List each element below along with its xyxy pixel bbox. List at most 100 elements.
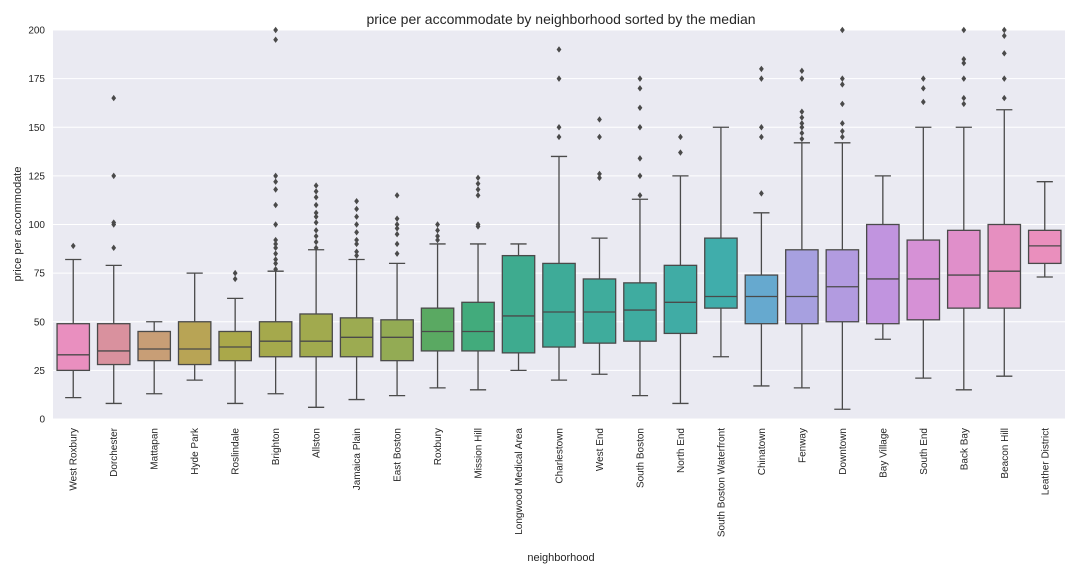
outlier-point	[70, 242, 76, 250]
outlier-point	[435, 232, 440, 240]
x-tick-label: Beacon Hill	[1000, 428, 1011, 479]
box-group	[865, 175, 900, 340]
x-tick-label: South Boston	[635, 428, 646, 488]
outlier-point	[354, 197, 359, 205]
x-tick-label: West Roxbury	[69, 428, 80, 491]
outlier-point	[313, 244, 319, 252]
boxes	[56, 26, 1062, 410]
outlier-point	[313, 219, 319, 226]
y-axis-title: price per accommodate	[12, 167, 24, 282]
outlier-point	[637, 104, 643, 111]
outlier-point	[111, 244, 117, 252]
outlier-point	[556, 124, 562, 131]
outlier-point	[394, 240, 400, 248]
outlier-point	[394, 231, 400, 238]
y-tick-label: 75	[34, 269, 46, 280]
box-group	[785, 67, 819, 389]
outlier-point	[839, 127, 845, 135]
outlier-point	[799, 67, 805, 75]
box-group	[704, 126, 738, 358]
outlier-point	[556, 133, 562, 141]
outlier-point	[799, 124, 805, 131]
x-axis-ticks: West Roxbury Dorchester Mattapan Hyde Park R…	[69, 427, 1052, 537]
outlier-point	[920, 75, 926, 82]
outlier-point	[394, 250, 400, 257]
outlier-point	[799, 114, 805, 121]
outlier-point	[678, 133, 683, 141]
iqr-box	[258, 321, 293, 358]
outlier-point	[759, 75, 764, 82]
x-tick-label: Charlestown	[555, 428, 566, 484]
iqr-box	[865, 223, 900, 325]
outlier-point	[435, 236, 440, 244]
x-tick-label: Chinatown	[757, 428, 768, 475]
iqr-box	[946, 229, 981, 309]
outlier-point	[435, 221, 440, 228]
outlier-point	[961, 26, 967, 34]
outlier-point	[759, 65, 764, 73]
outlier-point	[354, 236, 359, 244]
outlier-point	[435, 227, 440, 234]
x-tick-label: Leather District	[1040, 428, 1051, 495]
outlier-point	[313, 194, 319, 201]
box-group	[420, 221, 455, 389]
x-tick-label: Fenway	[797, 428, 808, 463]
box-group	[56, 242, 91, 399]
y-tick-label: 125	[28, 171, 45, 182]
iqr-box	[218, 330, 253, 362]
x-tick-label: West End	[595, 428, 606, 471]
outlier-point	[232, 269, 238, 277]
box-group	[663, 133, 698, 405]
y-tick-label: 25	[34, 366, 46, 377]
outlier-point	[354, 248, 359, 255]
outlier-point	[839, 26, 845, 34]
iqr-box	[96, 323, 131, 366]
iqr-box	[582, 278, 617, 344]
chart-title: price per accommodate by neighborhood so…	[366, 11, 755, 27]
outlier-point	[273, 236, 279, 244]
box-group	[946, 26, 981, 391]
x-tick-label: Longwood Medical Area	[514, 428, 525, 535]
box-group	[1027, 181, 1062, 278]
outlier-point	[111, 172, 117, 180]
outlier-point	[273, 266, 279, 273]
x-tick-label: Downtown	[838, 428, 849, 475]
box-group	[461, 174, 495, 391]
iqr-box	[137, 330, 172, 362]
iqr-box	[542, 262, 576, 348]
iqr-box	[623, 282, 657, 342]
box-group	[339, 197, 374, 401]
outlier-point	[637, 124, 643, 131]
iqr-box	[987, 223, 1022, 309]
outlier-point	[1001, 32, 1007, 40]
x-tick-label: East Boston	[393, 428, 404, 482]
outlier-point	[273, 36, 279, 43]
box-group	[299, 182, 333, 408]
x-tick-label: Bay Village	[878, 428, 889, 478]
outlier-point	[678, 149, 683, 156]
x-tick-label: Jamaica Plain	[352, 428, 363, 490]
outlier-point	[1001, 26, 1007, 34]
x-tick-label: South End	[919, 428, 930, 475]
outlier-point	[1001, 94, 1007, 102]
box-group	[906, 75, 941, 379]
y-axis-ticks: 0 25 50 75 100 125 150 175 200	[28, 26, 45, 426]
x-tick-label: Allston	[312, 428, 323, 458]
y-tick-label: 150	[28, 123, 45, 134]
outlier-point	[597, 133, 602, 141]
iqr-box	[299, 313, 333, 358]
x-tick-label: Roxbury	[433, 428, 444, 465]
outlier-point	[232, 275, 238, 283]
outlier-point	[556, 46, 562, 53]
outlier-point	[313, 182, 319, 189]
outlier-point	[475, 186, 481, 193]
outlier-point	[637, 85, 643, 92]
outlier-point	[313, 209, 319, 217]
y-tick-label: 0	[39, 415, 45, 426]
box-group	[542, 46, 576, 381]
outlier-point	[1001, 50, 1007, 57]
iqr-box	[1027, 229, 1062, 265]
iqr-box	[744, 274, 779, 325]
